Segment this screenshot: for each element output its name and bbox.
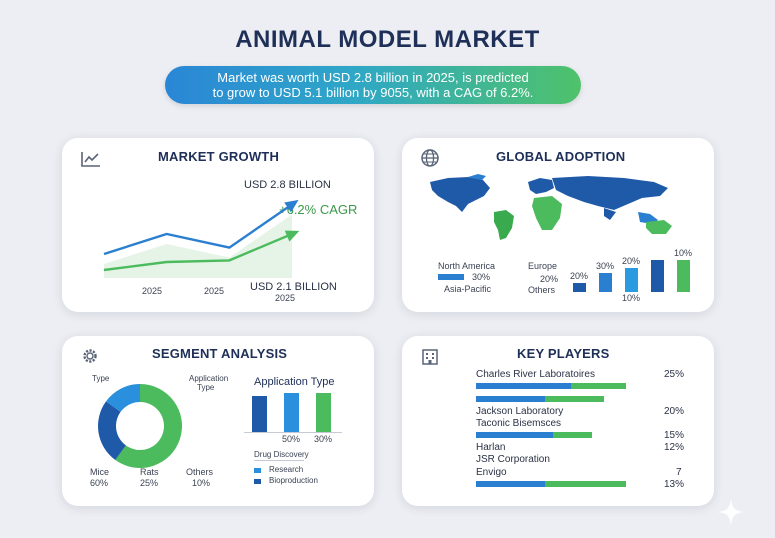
adoption-bar-label-1: 20% [570, 271, 589, 281]
global-adoption-card: GLOBAL ADOPTION North America 30% Asia-P… [402, 138, 714, 312]
key-players-card: KEY PLAYERS Charles River Laboratoires 2… [402, 336, 714, 506]
donut-label-rats: Rats [140, 467, 159, 477]
adoption-bar-3 [625, 268, 638, 292]
building-icon [420, 346, 440, 371]
adoption-bar-4 [651, 260, 664, 292]
donut-label-rats-value: 25% [140, 478, 159, 488]
application-bar-1 [252, 396, 267, 432]
growth-series-2 [103, 232, 293, 272]
summary-banner: Market was worth USD 2.8 billion in 2025… [165, 66, 581, 104]
player-name-4: Harlan [476, 442, 506, 453]
player-bar-green-3 [553, 432, 592, 438]
player-value-6: 7 [676, 467, 682, 478]
adoption-bar-chart: 20% 30% 20% 10% [568, 246, 698, 292]
application-baseline [244, 432, 342, 433]
donut-label-application-1: Application [189, 374, 229, 383]
donut-slice-others [106, 384, 140, 412]
player-name-3: Taconic Bisemsces [476, 418, 562, 429]
banner-line-1: Market was worth USD 2.8 billion in 2025… [217, 70, 529, 85]
legend-europe-value: 20% [540, 274, 559, 284]
legend-europe: Europe [528, 261, 558, 271]
player-bar-blue-1 [476, 383, 571, 389]
banner-line-2: to grow to USD 5.1 billion by 9055, with… [212, 85, 534, 100]
x-tick-2: 2025 [204, 286, 225, 296]
player-bar-blue-2 [476, 396, 545, 402]
gear-icon [80, 346, 100, 371]
segment-analysis-title: SEGMENT ANALYSIS [152, 346, 288, 361]
growth-arrow-2 [284, 230, 300, 242]
adoption-bar-2 [599, 273, 612, 292]
legend-na-swatch [438, 274, 464, 280]
adoption-bar-label-3: 20% [622, 256, 641, 266]
top-value-label: USD 2.8 BILLION [244, 179, 331, 191]
player-value-3: 15% [664, 430, 685, 441]
player-name-6: Envigo [476, 467, 507, 478]
legend-drug-discovery-underline [254, 460, 304, 461]
application-bar-chart [248, 388, 338, 432]
cagr-label: +6.2% CAGR [279, 202, 358, 217]
player-name-2: Jackson Laboratory [476, 406, 564, 417]
legend-asia-pacific: Asia-Pacific [444, 284, 492, 294]
x-tick-1: 2025 [142, 286, 163, 296]
donut-slice-rats [98, 401, 126, 460]
legend-others: Others [528, 285, 556, 295]
segment-donut-chart [98, 384, 182, 468]
player-bar-green-1 [571, 383, 626, 389]
adoption-bar-1 [573, 283, 586, 292]
donut-label-type: Type [92, 374, 110, 383]
application-bar-label-2: 50% [282, 434, 301, 444]
legend-bioproduction: Bioproduction [269, 476, 318, 485]
donut-slice-mice [115, 384, 182, 468]
player-bar-green-4 [545, 481, 626, 487]
application-type-title: Application Type [254, 376, 335, 388]
donut-label-mice: Mice [90, 467, 110, 477]
application-bar-3 [316, 393, 331, 432]
growth-line-chart [103, 199, 300, 278]
adoption-bar-label-2: 30% [596, 261, 615, 271]
legend-research: Research [269, 465, 304, 474]
key-players-title: KEY PLAYERS [517, 346, 610, 361]
trend-chart-icon [80, 150, 102, 173]
donut-label-application-2: Type [197, 383, 215, 392]
x-tick-3: 2025 [275, 293, 296, 303]
market-growth-title: MARKET GROWTH [158, 149, 280, 164]
player-bar-blue-4 [476, 481, 545, 487]
donut-label-others-value: 10% [192, 478, 211, 488]
key-players-bars [402, 336, 714, 506]
globe-icon [420, 148, 440, 173]
legend-research-swatch [254, 468, 261, 473]
sparkle-icon [716, 497, 746, 532]
legend-north-america: North America [438, 261, 496, 271]
legend-na-value: 30% [472, 272, 491, 282]
player-value-2: 20% [664, 406, 685, 417]
legend-bioproduction-swatch [254, 479, 261, 484]
donut-label-others: Others [186, 467, 214, 477]
growth-arrow-1 [284, 199, 299, 213]
page-title: ANIMAL MODEL MARKET [235, 26, 540, 53]
player-name-5: JSR Corporation [476, 454, 550, 465]
player-value-7: 13% [664, 479, 685, 490]
adoption-bottom-label: 10% [622, 293, 641, 303]
global-adoption-title: GLOBAL ADOPTION [496, 149, 626, 164]
segment-analysis-card: SEGMENT ANALYSIS Type Application Type M… [62, 336, 374, 506]
player-bar-blue-3 [476, 432, 553, 438]
player-name-1: Charles River Laboratoires [476, 369, 595, 380]
application-bar-2 [284, 393, 299, 432]
donut-label-mice-value: 60% [90, 478, 109, 488]
adoption-bar-5 [677, 260, 690, 292]
growth-area [104, 214, 292, 278]
bottom-value-label: USD 2.1 BILLION [250, 281, 337, 293]
legend-drug-discovery: Drug Discovery [254, 450, 309, 459]
player-value-1: 25% [664, 369, 685, 380]
application-bar-label-3: 30% [314, 434, 333, 444]
growth-series-1 [103, 203, 293, 256]
world-map [430, 174, 672, 240]
player-value-4: 12% [664, 442, 685, 453]
adoption-bar-label-5: 10% [674, 248, 693, 258]
player-bar-green-2 [545, 396, 604, 402]
market-growth-card: MARKET GROWTH USD 2.8 BILLION +6.2% CAGR… [62, 138, 374, 312]
